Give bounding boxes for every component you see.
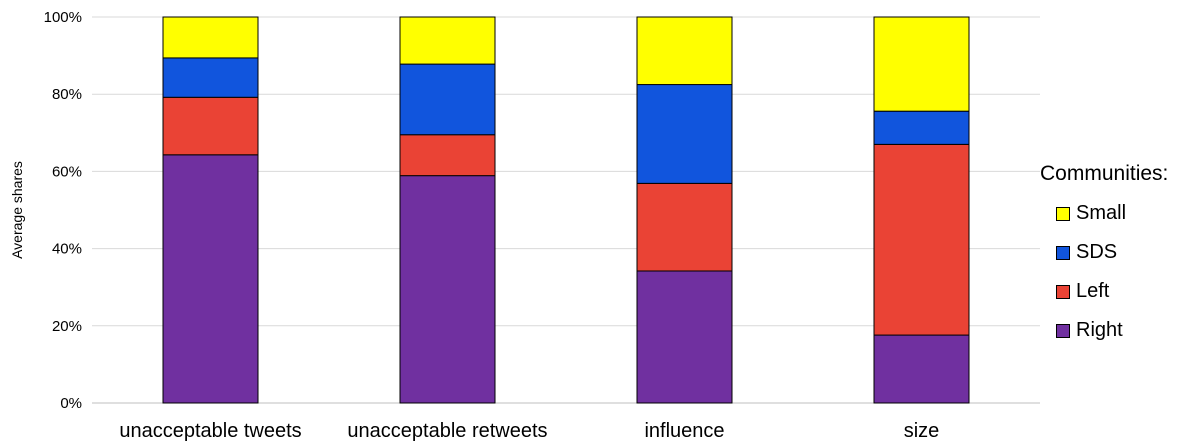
bar-segment-sds (399, 63, 496, 136)
bar-segment-right (873, 334, 970, 404)
legend-item-left: Left (1056, 272, 1168, 311)
bar-segment-small (873, 16, 970, 112)
bar-segment-right (162, 154, 259, 404)
x-tick-label: influence (644, 420, 724, 442)
legend-item-small: Small (1056, 194, 1168, 233)
bar-segment-left (399, 134, 496, 177)
bar-segment-right (399, 175, 496, 404)
x-axis-ticks: unacceptable tweets unacceptable retweets… (119, 420, 939, 442)
legend-item-right: Right (1056, 311, 1168, 350)
legend-label: SDS (1076, 241, 1118, 263)
bar-segment-sds (873, 110, 970, 145)
bar-segment-small (636, 16, 733, 86)
legend-swatch (1056, 323, 1070, 338)
legend-swatch (1056, 206, 1070, 221)
bar-segment-left (636, 182, 733, 272)
bar-segment-sds (636, 84, 733, 184)
bar-segment-left (162, 96, 259, 156)
legend: Communities: Small SDS Left Right (1040, 162, 1168, 350)
legend-label: Left (1076, 280, 1110, 302)
bars (162, 16, 970, 404)
y-tick-label: 0% (60, 395, 82, 412)
bar-segment-small (162, 16, 259, 59)
y-axis-ticks: 0% 20% 40% 60% 80% 100% (44, 9, 82, 412)
x-tick-label: unacceptable retweets (347, 420, 547, 442)
legend-items: Small SDS Left Right (1040, 194, 1168, 350)
legend-swatch (1056, 284, 1070, 299)
x-tick-label: unacceptable tweets (119, 420, 301, 442)
bar-segment-sds (162, 57, 259, 98)
legend-item-sds: SDS (1056, 233, 1168, 272)
y-tick-label: 20% (52, 318, 82, 335)
y-tick-label: 60% (52, 163, 82, 180)
x-tick-label: size (904, 420, 940, 442)
legend-label: Small (1076, 202, 1127, 224)
legend-swatch (1056, 245, 1070, 260)
y-tick-label: 80% (52, 86, 82, 103)
legend-label: Right (1076, 319, 1123, 341)
y-axis-label: Average shares (9, 161, 25, 259)
bar-segment-right (636, 270, 733, 404)
legend-title: Communities: (1040, 162, 1169, 185)
y-tick-label: 40% (52, 241, 82, 258)
bar-segment-small (399, 16, 496, 65)
y-tick-label: 100% (44, 9, 82, 26)
bar-segment-left (873, 143, 970, 336)
